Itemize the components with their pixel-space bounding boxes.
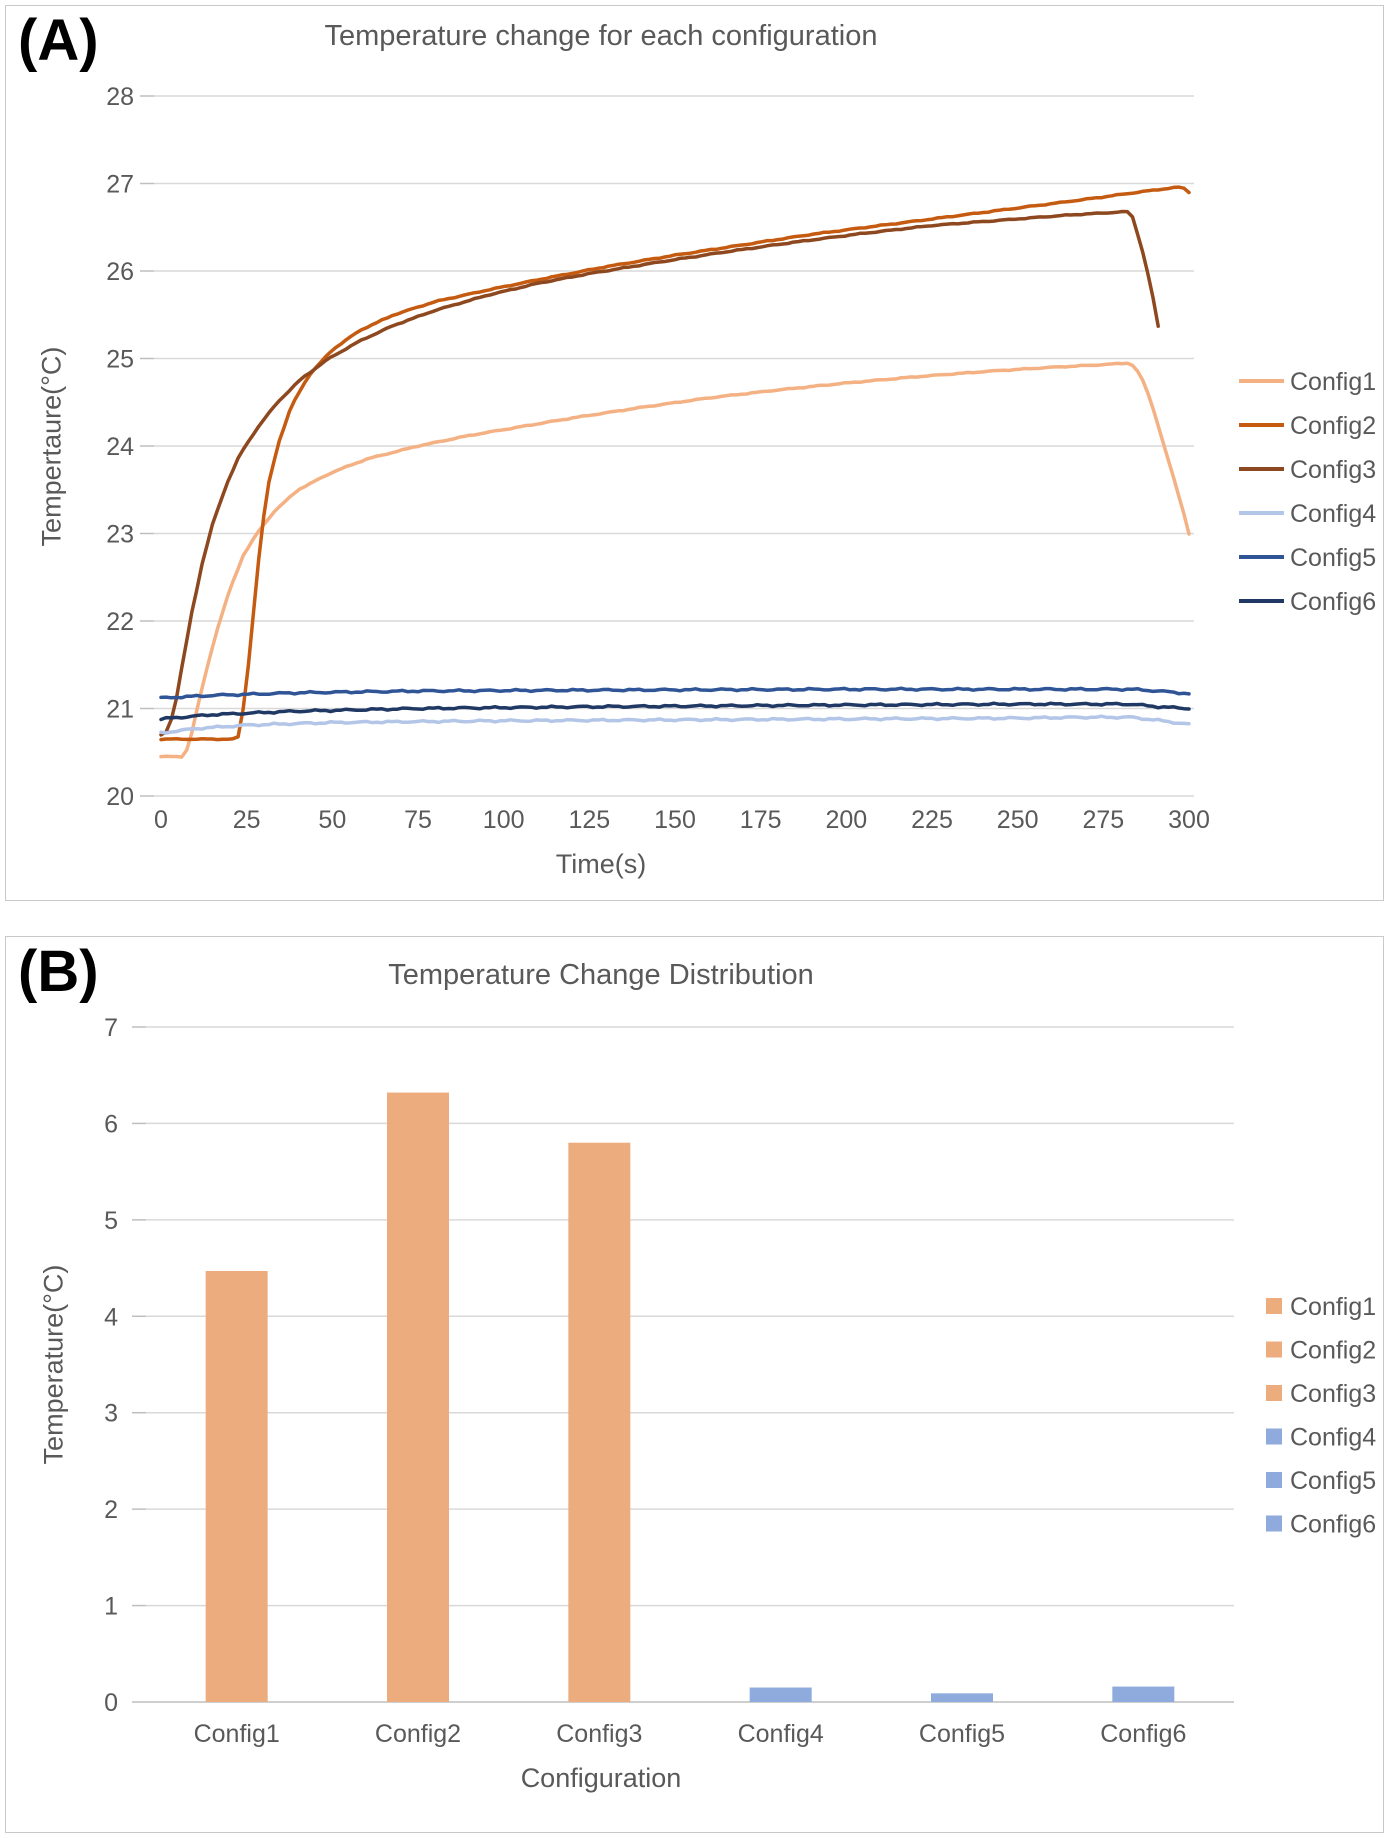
x-tick-label: 150 (654, 806, 696, 834)
legend-label-config4: Config4 (1290, 500, 1376, 528)
legend-label-config6: Config6 (1290, 588, 1376, 616)
y-tick-label: 25 (106, 346, 134, 374)
panel-b-label: (B) (18, 939, 99, 1004)
panel-a-x-axis-title: Time(s) (555, 849, 647, 879)
y-tick-label: 0 (104, 1689, 118, 1717)
x-tick-label: 225 (911, 806, 953, 834)
legend-label-config3: Config3 (1290, 456, 1376, 484)
panel-b-bar-chart: (B) Temperature Change Distribution 0 1 2 3… (5, 936, 1384, 1833)
legend-label-config2: Config2 (1290, 1337, 1376, 1365)
legend-swatch-config1 (1266, 1298, 1282, 1314)
panel-b-x-axis-title: Configuration (520, 1763, 682, 1793)
panel-b-y-axis-title: Temperature(°C) (38, 1264, 69, 1465)
legend-swatch-config5 (1266, 1472, 1282, 1488)
x-tick-label: 50 (318, 806, 346, 834)
legend-swatch-config4 (1266, 1428, 1282, 1445)
legend-label-config2: Config2 (1290, 412, 1376, 440)
y-tick-label: 28 (106, 83, 134, 111)
y-tick-label: 4 (104, 1303, 118, 1331)
category-label-config6: Config6 (1100, 1720, 1186, 1748)
category-label-config4: Config4 (738, 1720, 824, 1748)
y-tick-label: 6 (104, 1110, 118, 1138)
y-tick-label: 20 (106, 783, 134, 811)
series-line-config5 (159, 686, 1191, 700)
legend-swatch-config3 (1266, 1385, 1282, 1401)
y-tick-label: 22 (106, 608, 134, 636)
category-label-config1: Config1 (194, 1720, 280, 1748)
x-tick-label: 175 (740, 806, 782, 834)
series-line-config6 (159, 701, 1191, 722)
bar-config4 (749, 1687, 812, 1702)
y-tick-label: 21 (106, 696, 134, 724)
bar-config2 (387, 1092, 449, 1702)
category-label-config2: Config2 (375, 1720, 461, 1748)
legend-label-config4: Config4 (1290, 1424, 1376, 1452)
x-tick-label: 200 (825, 806, 867, 834)
y-tick-label: 1 (104, 1593, 118, 1621)
x-tick-label: 250 (997, 806, 1039, 834)
y-tick-label: 27 (106, 171, 134, 199)
legend-swatch-config6 (1266, 1515, 1282, 1532)
line-chart-canvas: 20 21 22 23 24 25 26 27 28 0 25 50 75 100 125 150 175 200… (106, 83, 1376, 834)
x-tick-label: 275 (1082, 806, 1124, 834)
legend-label-config6: Config6 (1290, 1511, 1376, 1539)
series-line-config4 (159, 714, 1191, 735)
legend-swatch-config2 (1266, 1341, 1282, 1358)
x-tick-label: 25 (233, 806, 261, 834)
category-label-config3: Config3 (556, 1720, 642, 1748)
legend-label-config5: Config5 (1290, 1467, 1376, 1495)
y-tick-label: 2 (104, 1496, 118, 1524)
x-tick-label: 300 (1168, 806, 1210, 834)
series-line-config1 (159, 361, 1191, 759)
bar-config5 (931, 1693, 993, 1702)
bar-config1 (205, 1270, 268, 1702)
x-tick-label: 0 (154, 806, 168, 834)
series-line-config3 (159, 209, 1160, 737)
legend-label-config5: Config5 (1290, 544, 1376, 572)
category-label-config5: Config5 (919, 1720, 1005, 1748)
y-tick-label: 24 (106, 433, 134, 461)
bar-config6 (1112, 1686, 1175, 1702)
series-line-config2 (159, 185, 1191, 742)
panel-a-y-axis-title: Tempertaure(°C) (36, 346, 67, 547)
y-tick-label: 26 (106, 258, 134, 286)
legend-label-config1: Config1 (1290, 1293, 1376, 1321)
x-tick-label: 100 (483, 806, 525, 834)
y-tick-label: 23 (106, 521, 134, 549)
y-tick-label: 3 (104, 1400, 118, 1428)
panel-a-line-chart: (A) Temperature change for each configur… (5, 5, 1384, 901)
x-tick-label: 125 (568, 806, 610, 834)
bar-config3 (568, 1142, 631, 1702)
legend-label-config3: Config3 (1290, 1380, 1376, 1408)
panel-a-title: Temperature change for each configuratio… (324, 20, 878, 52)
panel-a-label: (A) (18, 8, 99, 73)
y-tick-label: 7 (104, 1014, 118, 1042)
x-tick-label: 75 (404, 806, 432, 834)
legend-label-config1: Config1 (1290, 368, 1376, 396)
y-tick-label: 5 (104, 1207, 118, 1235)
panel-b-title: Temperature Change Distribution (388, 959, 814, 991)
bar-chart-canvas: 0 1 2 3 4 5 6 7 Config1 Config2 Config3 Config4 Conf… (104, 1014, 1376, 1748)
